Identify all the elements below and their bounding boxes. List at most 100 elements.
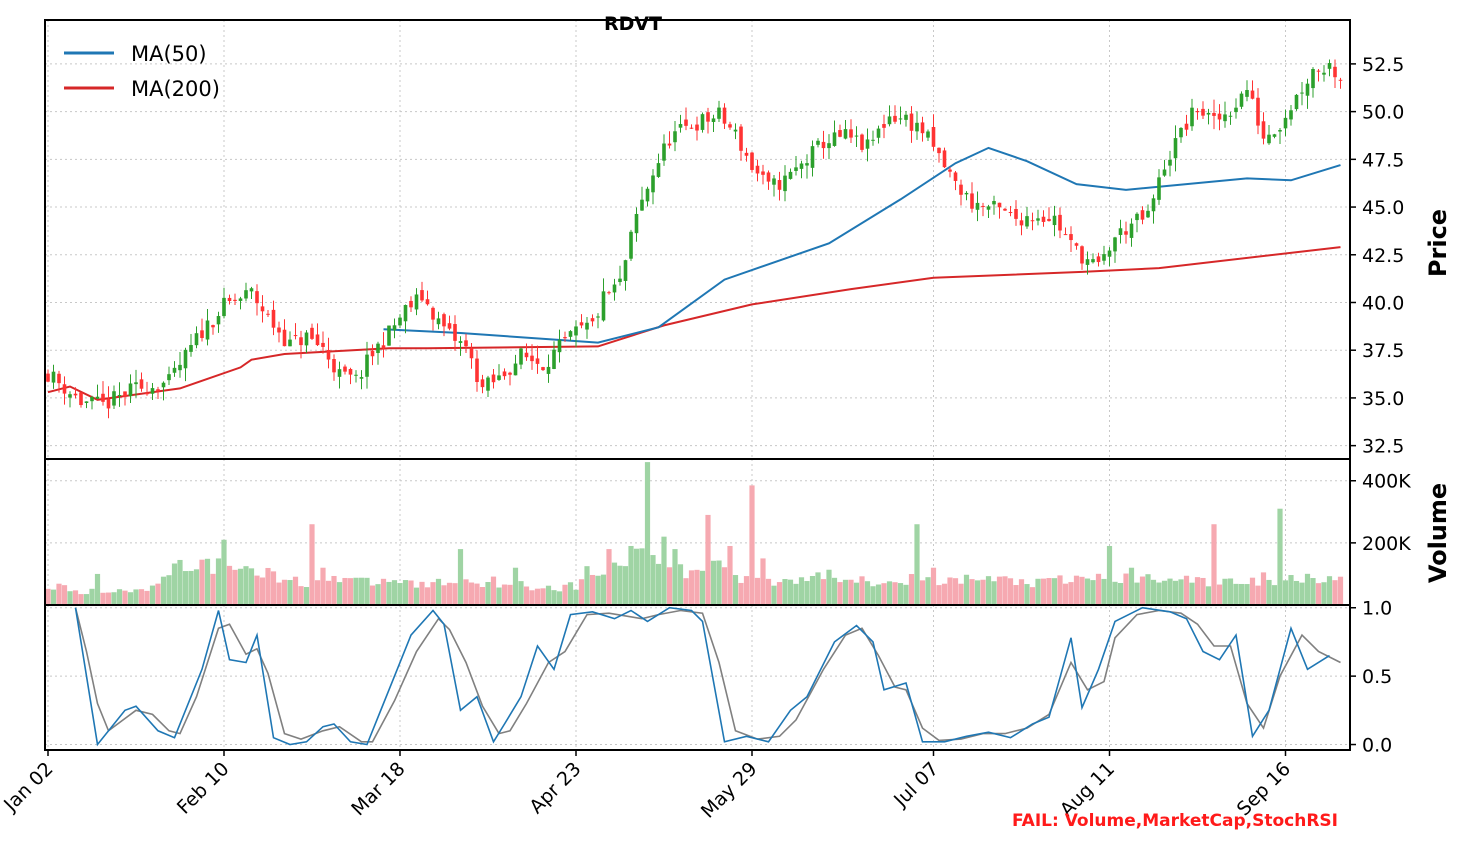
candle-body — [964, 192, 969, 195]
volume-bar — [292, 576, 299, 605]
x-tick-label: Apr 23 — [525, 758, 585, 818]
candle-body — [893, 115, 897, 122]
volume-bar — [1326, 576, 1333, 605]
volume-bar — [1068, 582, 1074, 605]
candle-body — [156, 389, 160, 392]
candle-body — [1289, 110, 1293, 120]
volume-bar — [1084, 578, 1091, 605]
volume-bar — [259, 577, 266, 605]
x-tick-label: Feb 10 — [173, 758, 234, 819]
volume-bar — [815, 572, 821, 605]
candle-body — [90, 397, 94, 402]
volume-bar — [683, 578, 689, 605]
volume-bar — [512, 567, 519, 605]
volume-bar — [386, 581, 392, 605]
volume-bar — [364, 577, 370, 605]
volume-bar — [204, 558, 211, 605]
candle-body — [898, 118, 903, 120]
price-panel — [46, 59, 1343, 419]
volume-bar — [1211, 524, 1217, 605]
volume-bar — [171, 563, 178, 605]
volume-bar — [1007, 578, 1014, 605]
candle-body — [1316, 70, 1321, 72]
candle-body — [249, 288, 254, 292]
candle-body — [233, 299, 237, 302]
candle-body — [854, 135, 859, 137]
stochrsi-tick-label: 1.0 — [1362, 598, 1392, 620]
candle-body — [596, 316, 600, 318]
candle-body — [1047, 218, 1051, 222]
stochrsi-k-line — [74, 606, 1330, 747]
volume-bar — [303, 587, 310, 605]
volume-bar — [375, 584, 381, 605]
candle-body — [865, 139, 870, 149]
volume-bar — [771, 585, 777, 605]
candle-body — [975, 202, 980, 210]
volume-bar — [479, 587, 486, 605]
candle-body — [51, 371, 56, 383]
candle-body — [200, 330, 204, 338]
volume-bar — [1255, 585, 1261, 605]
candle-body — [282, 329, 287, 347]
candle-body — [321, 342, 325, 347]
candle-body — [79, 392, 83, 406]
volume-bar — [655, 563, 662, 605]
candle-body — [783, 175, 787, 192]
candle-body — [761, 171, 765, 175]
candle-body — [887, 116, 892, 125]
volume-bar — [1145, 574, 1151, 605]
candle-body — [684, 119, 688, 126]
candle-body — [442, 314, 446, 327]
candle-body — [728, 124, 732, 128]
candle-body — [662, 143, 666, 161]
candle-body — [530, 355, 534, 362]
candle-body — [1135, 213, 1139, 221]
candle-body — [942, 150, 947, 168]
volume-bar — [397, 583, 403, 605]
volume-bar — [732, 575, 739, 605]
candle-body — [475, 358, 479, 383]
candle-body — [365, 354, 369, 377]
volume-bar — [89, 588, 95, 605]
candle-body — [513, 363, 518, 376]
candle-body — [1030, 220, 1035, 222]
volume-bar — [710, 560, 717, 605]
volume-bar — [820, 579, 827, 605]
volume-bar — [606, 549, 612, 605]
candle-body — [524, 352, 529, 358]
ma50-line — [383, 146, 1341, 344]
candle-body — [535, 358, 540, 364]
candle-body — [799, 163, 804, 169]
volume-bar — [985, 576, 992, 605]
price-tick-label: 45.0 — [1362, 197, 1404, 219]
candle-body — [304, 332, 309, 346]
price-tick-label: 40.0 — [1362, 292, 1404, 314]
candle-body — [1003, 208, 1007, 211]
volume-bar — [1013, 585, 1019, 605]
volume-bar — [1200, 577, 1206, 605]
candle-body — [486, 377, 490, 391]
volume-bar — [237, 568, 244, 605]
volume-tick-label: 200K — [1362, 533, 1411, 555]
candle-body — [651, 175, 655, 193]
volume-bar — [78, 594, 84, 605]
price-tick-label: 52.5 — [1362, 54, 1404, 76]
volume-bar — [342, 577, 348, 605]
candle-body — [95, 396, 100, 399]
candle-body — [1333, 66, 1337, 78]
candle-body — [821, 141, 826, 149]
volume-bar — [391, 580, 398, 605]
volume-bar — [188, 570, 194, 605]
volume-bar — [903, 584, 909, 605]
candle-body — [645, 188, 650, 202]
candle-body — [238, 298, 243, 301]
candle-body — [1146, 210, 1150, 218]
candle-body — [491, 374, 496, 383]
candle-body — [288, 339, 292, 347]
candle-body — [640, 199, 644, 211]
candle-body — [860, 134, 864, 150]
candle-body — [1080, 246, 1084, 264]
candle-body — [1311, 69, 1315, 89]
candle-body — [1118, 228, 1123, 235]
